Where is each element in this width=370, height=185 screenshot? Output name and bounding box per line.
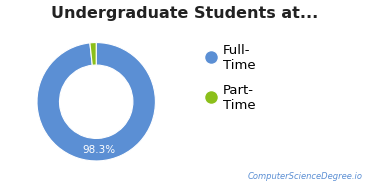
Text: ComputerScienceDegree.io: ComputerScienceDegree.io (248, 172, 363, 181)
Wedge shape (90, 43, 96, 65)
Wedge shape (37, 43, 155, 161)
Legend: Full-
Time, Part-
Time: Full- Time, Part- Time (199, 38, 260, 117)
Text: Undergraduate Students at...: Undergraduate Students at... (51, 6, 319, 21)
Text: 98.3%: 98.3% (82, 145, 115, 155)
